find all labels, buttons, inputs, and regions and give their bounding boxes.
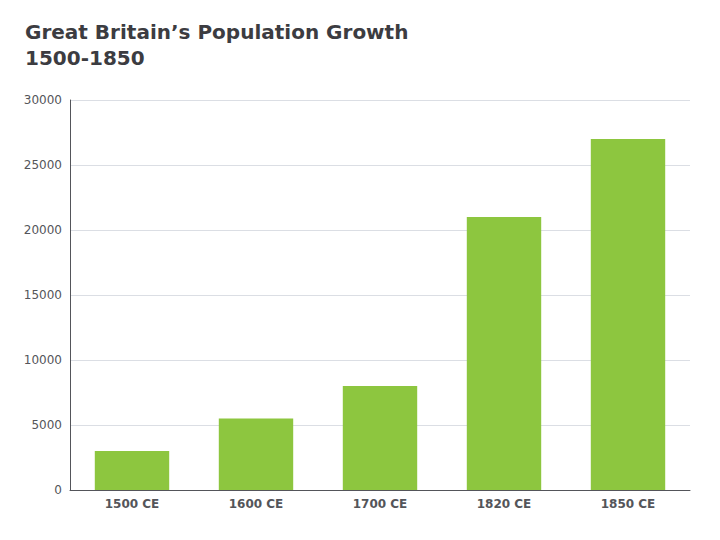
svg-text:25000: 25000 (24, 158, 62, 172)
svg-text:5000: 5000 (31, 418, 62, 432)
svg-text:10000: 10000 (24, 353, 62, 367)
svg-text:Great Britain’s Population Gro: Great Britain’s Population Growth (25, 20, 408, 44)
svg-text:1850 CE: 1850 CE (601, 497, 656, 511)
svg-text:1820 CE: 1820 CE (477, 497, 532, 511)
svg-text:20000: 20000 (24, 223, 62, 237)
svg-text:1600 CE: 1600 CE (229, 497, 284, 511)
svg-text:1500 CE: 1500 CE (105, 497, 160, 511)
svg-text:15000: 15000 (24, 288, 62, 302)
svg-text:0: 0 (54, 483, 62, 497)
svg-text:1700 CE: 1700 CE (353, 497, 408, 511)
svg-text:30000: 30000 (24, 93, 62, 107)
svg-text:1500-1850: 1500-1850 (25, 46, 145, 70)
